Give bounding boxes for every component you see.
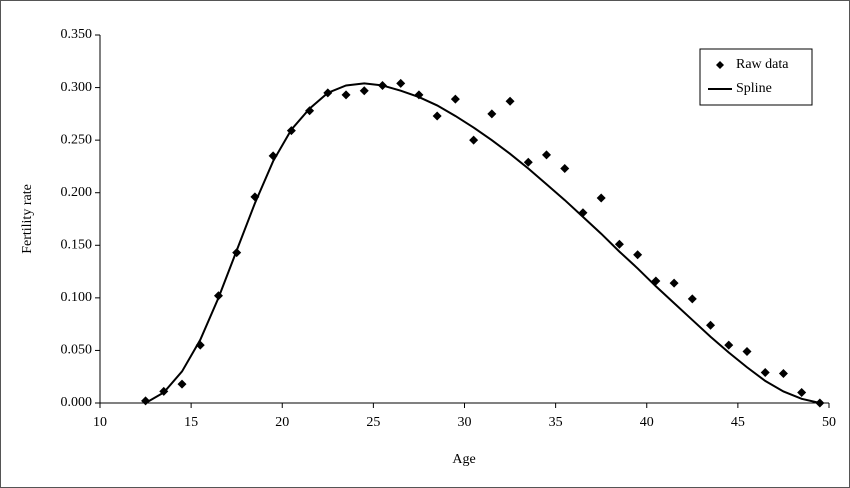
data-point bbox=[760, 368, 770, 378]
y-tick-label: 0.000 bbox=[61, 395, 93, 410]
data-point bbox=[742, 346, 752, 356]
x-tick-label: 15 bbox=[184, 415, 198, 430]
data-point bbox=[305, 106, 315, 116]
x-tick-label: 25 bbox=[366, 415, 380, 430]
data-point bbox=[687, 294, 697, 304]
data-point bbox=[141, 396, 151, 406]
y-tick-label: 0.050 bbox=[61, 343, 93, 358]
legend-label: Raw data bbox=[736, 57, 789, 72]
data-point bbox=[778, 369, 788, 379]
x-tick-label: 20 bbox=[275, 415, 289, 430]
data-point bbox=[614, 239, 624, 249]
data-point bbox=[359, 86, 369, 96]
data-point bbox=[469, 135, 479, 145]
y-tick-label: 0.300 bbox=[61, 80, 93, 95]
data-point bbox=[523, 157, 533, 167]
x-tick-label: 10 bbox=[93, 415, 107, 430]
legend-marker bbox=[716, 61, 724, 69]
data-point bbox=[432, 111, 442, 121]
x-axis-title: Age bbox=[452, 452, 475, 467]
legend-label: Spline bbox=[736, 81, 772, 96]
data-point bbox=[797, 387, 807, 397]
data-point bbox=[596, 193, 606, 203]
y-tick-label: 0.350 bbox=[61, 27, 93, 42]
x-tick-label: 40 bbox=[640, 415, 654, 430]
y-axis-title: Fertility rate bbox=[20, 184, 35, 254]
data-point bbox=[177, 379, 187, 389]
data-point bbox=[724, 340, 734, 350]
y-tick-label: 0.150 bbox=[61, 238, 93, 253]
x-tick-label: 35 bbox=[549, 415, 563, 430]
data-point bbox=[560, 164, 570, 174]
y-tick-label: 0.200 bbox=[61, 185, 93, 200]
x-tick-label: 45 bbox=[731, 415, 745, 430]
data-point bbox=[450, 94, 460, 104]
data-point bbox=[706, 320, 716, 330]
data-point bbox=[341, 90, 351, 100]
x-tick-label: 30 bbox=[458, 415, 472, 430]
data-point bbox=[396, 78, 406, 88]
y-tick-label: 0.250 bbox=[61, 132, 93, 147]
data-point bbox=[505, 96, 515, 106]
spline-line bbox=[145, 82, 821, 404]
data-point bbox=[633, 250, 643, 260]
legend-box bbox=[699, 48, 813, 106]
data-point bbox=[669, 278, 679, 288]
data-point bbox=[487, 109, 497, 119]
x-tick-label: 50 bbox=[822, 415, 836, 430]
y-tick-label: 0.100 bbox=[61, 290, 93, 305]
data-point bbox=[542, 150, 552, 160]
